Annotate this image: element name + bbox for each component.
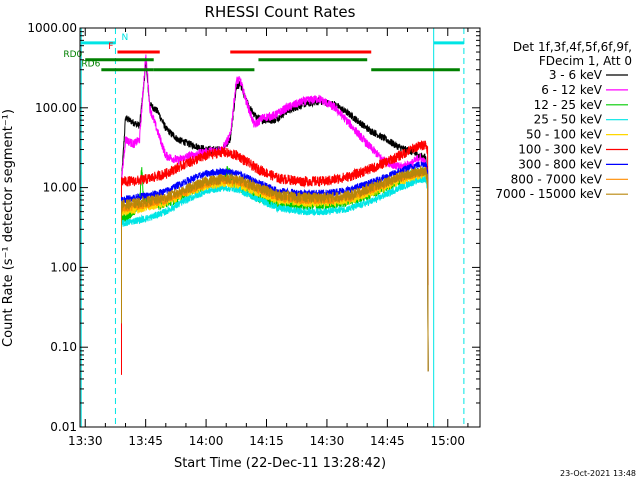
legend-label: 7000 - 15000 keV [495,187,602,201]
series-line-100-300-kev [121,140,429,375]
legend-label: 12 - 25 keV [534,98,603,112]
legend-label: 3 - 6 keV [549,68,603,82]
y-tick-label: 0.10 [50,340,77,354]
x-axis-label: Start Time (22-Dec-11 13:28:42) [174,456,386,471]
legend-label: 100 - 300 keV [518,143,602,157]
series-line-3-6-kev [121,58,429,372]
x-tick-label: 13:30 [68,434,103,448]
y-tick-label: 10.00 [43,181,77,195]
legend-label: 800 - 7000 keV [511,172,603,186]
legend-header-line-2: FDecim 1, Att 0 [539,54,632,68]
y-tick-label: 1.00 [50,260,77,274]
annotation-label-rd6: RD6 [81,60,100,70]
chart-title: RHESSI Count Rates [205,3,356,21]
footer-timestamp: 23-Oct-2021 13:48 [560,469,636,478]
legend-header-line-1: Det 1f,3f,4f,5f,6f,9f, [513,40,632,54]
legend-label: 50 - 100 keV [526,128,603,142]
x-tick-label: 14:00 [189,434,224,448]
y-axis-label: Count Rate (s⁻¹ detector segment⁻¹) [1,109,16,347]
x-tick-label: 14:45 [370,434,405,448]
series-line-7000-15000-kev [121,166,429,372]
plot-frame [79,27,481,428]
x-tick-label: 14:15 [249,434,284,448]
annotation-label-f: F [108,42,113,52]
y-tick-label: 100.00 [35,101,77,115]
legend-label: 25 - 50 keV [534,113,603,127]
y-tick-label: 1000.00 [27,21,77,35]
x-tick-label: 15:00 [430,434,465,448]
annotation-label-rd0: RD0 [63,50,82,60]
legend-label: 300 - 800 keV [518,157,602,171]
y-tick-label: 0.01 [50,420,77,434]
series-line-25-50-kev [121,175,429,372]
x-tick-label: 14:30 [310,434,345,448]
legend-label: 6 - 12 keV [541,83,603,97]
series-line-6-12-kev [121,54,429,372]
x-tick-label: 13:45 [128,434,163,448]
annotation-label-n: N [121,33,128,43]
